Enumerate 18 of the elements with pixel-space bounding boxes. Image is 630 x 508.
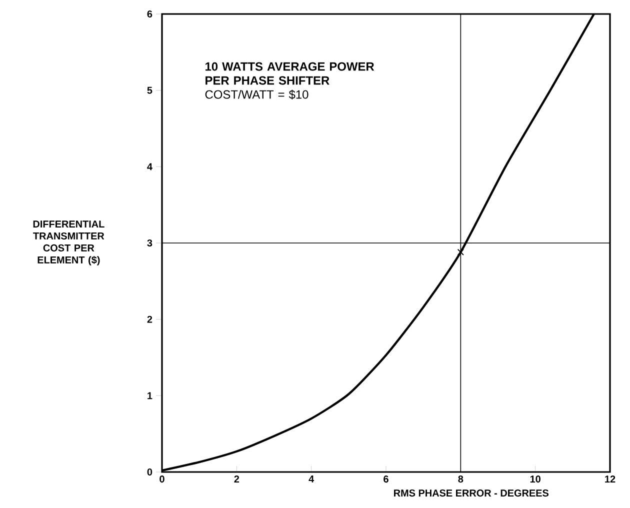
y-tick-label: 3 [147,239,152,247]
y-axis-title: DIFFERENTIAL TRANSMITTER COST PER ELEMENT ($) [33,220,104,266]
x-tick-label: 8 [458,476,464,483]
x-tick-label: 2 [234,476,240,482]
x-tick-label: 0 [160,476,164,483]
y-tick-label: 1 [148,392,152,400]
y-tick-label: 2 [147,316,152,323]
x-tick-label: 4 [308,476,314,482]
x-tick-label: 10 [530,476,540,483]
y-tick-label: 5 [147,86,152,94]
x-tick-label: 12 [605,476,616,482]
y-tick-label: 6 [147,10,152,18]
x-tick-label: 6 [384,476,388,483]
y-tick-label: 4 [147,163,152,170]
annotation: COST/WATT = $10 [205,90,308,100]
x-axis-title: RMS PHASE ERROR - DEGREES [394,490,549,497]
y-tick-label: 0 [147,468,152,476]
annotation: 10 WATTS AVERAGE POWER PER PHASE SHIFTER [206,62,374,85]
